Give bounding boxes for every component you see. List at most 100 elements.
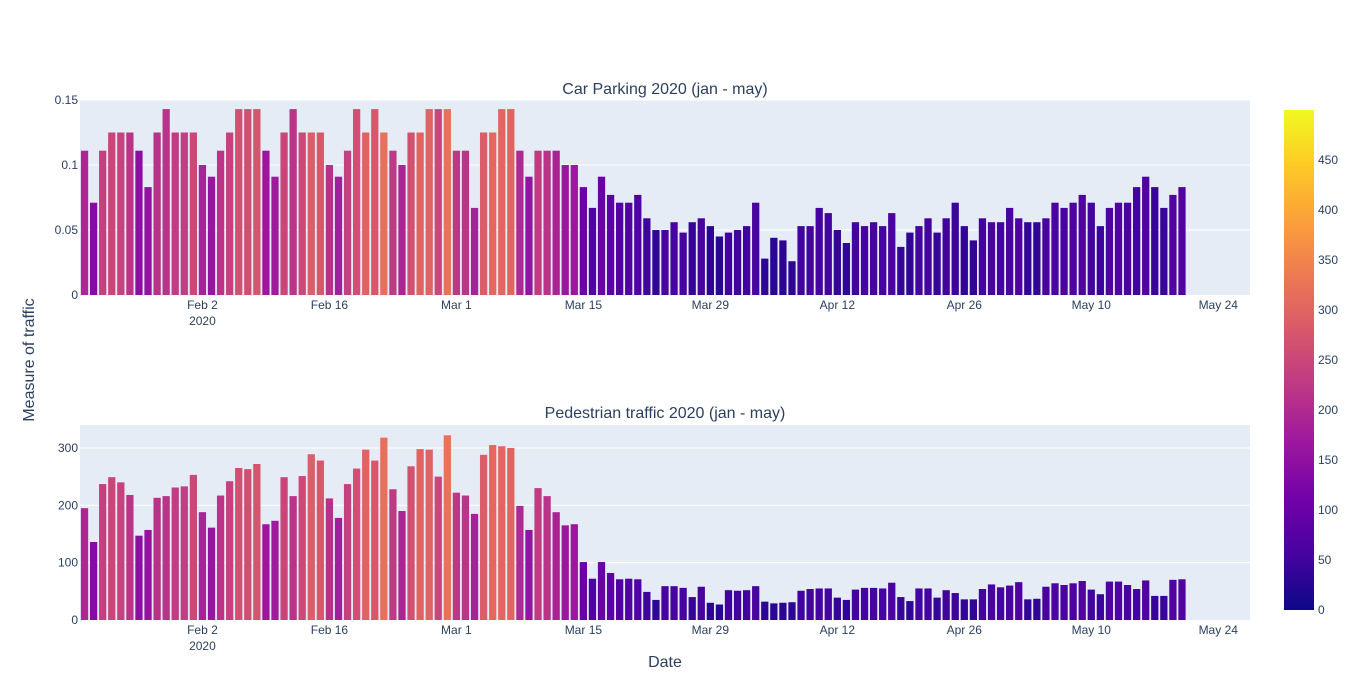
bar [860, 587, 869, 620]
y-axis-title: Measure of traffic [21, 298, 38, 421]
chart-title: Pedestrian traffic 2020 (jan - may) [545, 405, 786, 422]
bar [1105, 207, 1114, 295]
x-tick-label: Apr 26 [947, 623, 983, 637]
bar [126, 132, 134, 295]
x-tick-label: May 24 [1199, 298, 1239, 312]
bar [1033, 222, 1041, 295]
bar [1087, 202, 1095, 295]
bar [461, 495, 470, 620]
bar [1033, 598, 1041, 620]
bar [969, 599, 977, 620]
bars [80, 109, 1186, 295]
bar [724, 590, 733, 620]
bar [1133, 187, 1141, 295]
y-tick-label: 0.05 [55, 223, 79, 237]
bar [334, 517, 343, 620]
bar [1051, 202, 1059, 295]
bar [788, 602, 796, 620]
x-tick-label: Mar 29 [692, 623, 730, 637]
bar [987, 222, 996, 295]
bar [978, 218, 987, 295]
bar [516, 505, 524, 620]
bar [1069, 583, 1077, 620]
bar [697, 586, 705, 620]
bar [189, 474, 197, 620]
bar [1114, 202, 1123, 295]
bar [752, 586, 760, 620]
bar [108, 477, 116, 620]
bar [389, 150, 397, 295]
bar [434, 476, 442, 620]
x-tick-label: Mar 29 [692, 298, 730, 312]
bar [724, 232, 733, 295]
x-axis-title: Date [648, 654, 682, 671]
bar [244, 469, 252, 620]
bar [289, 496, 297, 620]
bar [824, 588, 832, 620]
bar [652, 230, 660, 295]
y-tick-label: 0 [71, 288, 78, 302]
x-tick-label: May 10 [1072, 623, 1112, 637]
bar [879, 588, 887, 620]
bar [879, 226, 887, 295]
bar [552, 150, 560, 295]
bar [1169, 194, 1177, 295]
bar [897, 597, 905, 620]
chart-title: Car Parking 2020 (jan - may) [562, 81, 767, 98]
bar [479, 454, 488, 620]
bar [99, 150, 107, 295]
colorbar-tick-label: 50 [1318, 553, 1332, 567]
bar [498, 109, 506, 295]
bar [960, 226, 968, 295]
bar [625, 202, 633, 295]
bar [670, 586, 678, 620]
subplot-pedestrian-traffic: 0 100 200 300 Feb 2 2020 Feb 16 Mar 1 Mar 15 Mar… [58, 405, 1250, 653]
bar [688, 597, 696, 620]
bar [688, 222, 696, 295]
bar [1151, 187, 1159, 295]
bar [661, 586, 669, 620]
bar [779, 602, 787, 620]
bar [942, 218, 950, 295]
bar [743, 226, 751, 295]
bar [1024, 599, 1032, 620]
bar [570, 165, 578, 295]
x-tick-label: Mar 15 [565, 623, 603, 637]
bar [343, 150, 352, 295]
bar [144, 529, 152, 620]
bar [307, 454, 315, 620]
bar [253, 464, 261, 620]
bar [153, 497, 161, 620]
bar [262, 150, 270, 295]
bar [842, 599, 851, 620]
bar [579, 187, 587, 295]
bar [189, 132, 197, 295]
subplot-car-parking: 0 0.05 0.1 0.15 Feb 2 2020 Feb 16 Mar 1 Mar 15 M… [55, 81, 1250, 328]
bar [842, 243, 851, 295]
bar [797, 590, 805, 620]
bar [244, 109, 252, 295]
bar [1051, 583, 1059, 620]
bar [534, 488, 542, 620]
bar [634, 194, 642, 295]
x-tick-year-label: 2020 [189, 639, 216, 653]
bar [978, 589, 987, 620]
bar [1160, 207, 1168, 295]
bar [969, 240, 977, 295]
bar [643, 591, 651, 620]
bar [316, 460, 324, 620]
bar [606, 194, 615, 295]
bar [797, 226, 805, 295]
bar [135, 150, 143, 295]
bar [425, 109, 433, 295]
bar [126, 494, 134, 620]
x-tick-labels: Feb 2 2020 Feb 16 Mar 1 Mar 15 Mar 29 Apr 12 Ap… [187, 298, 1238, 328]
bar [661, 230, 669, 295]
bar [616, 579, 624, 620]
x-tick-label: Apr 12 [820, 623, 856, 637]
bar [1169, 579, 1177, 620]
bar [679, 587, 687, 620]
bar [1042, 218, 1050, 295]
bar [1015, 218, 1023, 295]
bar [389, 489, 397, 620]
